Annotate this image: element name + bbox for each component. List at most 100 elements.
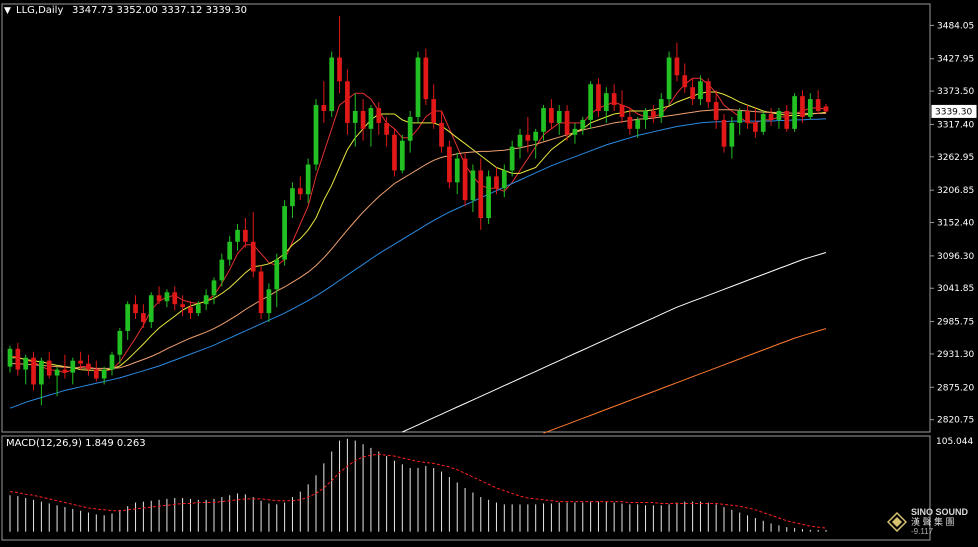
macd-signal-line	[9, 453, 827, 529]
candle	[619, 90, 625, 123]
ma-line-3	[10, 109, 826, 369]
candle	[93, 360, 99, 382]
candle	[399, 134, 405, 174]
candle	[141, 304, 146, 328]
candle	[572, 122, 578, 144]
candle	[447, 140, 452, 189]
price-tick-label: 3317.40	[937, 120, 974, 130]
candle	[439, 111, 444, 153]
candle	[525, 116, 531, 153]
candle	[156, 286, 162, 305]
candle	[109, 351, 115, 376]
last-price-label: 3339.30	[935, 107, 972, 117]
candle	[705, 78, 711, 109]
candle	[603, 87, 609, 123]
candle	[533, 128, 539, 159]
candle	[588, 81, 593, 129]
candle	[776, 108, 782, 129]
candle	[243, 218, 248, 248]
candle	[517, 128, 523, 159]
candle	[753, 108, 758, 138]
candle	[219, 253, 225, 287]
candle	[415, 51, 421, 123]
price-tick-label: 3152.40	[937, 219, 974, 229]
candle	[658, 93, 664, 123]
candle	[431, 84, 437, 129]
candle	[556, 105, 562, 135]
candle	[627, 108, 633, 135]
price-tick-label: 2985.75	[937, 318, 974, 328]
candle	[258, 265, 264, 320]
candle	[101, 366, 107, 385]
candle	[596, 78, 601, 117]
candle	[46, 351, 52, 379]
candle	[580, 116, 586, 135]
candle	[117, 327, 123, 364]
candle	[541, 105, 546, 141]
ma-line-1	[9, 77, 827, 374]
macd-label: MACD(12,26,9) 1.849 0.263	[6, 438, 146, 449]
candle	[737, 108, 743, 135]
candle	[297, 176, 303, 201]
logo-text-cn: 漢 聲 集 團	[910, 517, 955, 527]
price-tick-label: 3427.95	[937, 55, 974, 65]
candle	[807, 93, 813, 120]
candle	[690, 78, 695, 106]
candle	[698, 75, 703, 106]
candle	[227, 235, 233, 266]
candle	[313, 99, 319, 171]
candle	[86, 354, 91, 376]
candle	[564, 105, 570, 141]
candle	[329, 51, 335, 117]
candle	[635, 116, 641, 138]
candle	[250, 212, 256, 278]
price-tick-label: 2931.30	[937, 350, 974, 360]
candle	[384, 116, 389, 147]
candle	[368, 105, 374, 147]
last-price-tag: 3339.30	[931, 104, 977, 118]
moving-averages	[9, 77, 827, 434]
candle	[148, 292, 154, 328]
candle	[211, 277, 217, 305]
candle	[462, 152, 468, 207]
candle	[274, 253, 280, 308]
candle	[266, 283, 272, 323]
triangle-down-icon[interactable]: ▼	[4, 6, 11, 16]
candle	[305, 158, 311, 204]
candle	[352, 93, 358, 147]
candle	[454, 152, 460, 195]
price-tick-label: 3041.85	[937, 284, 974, 294]
candle	[494, 167, 499, 195]
candle	[133, 295, 138, 320]
candle	[745, 105, 750, 129]
candle	[78, 351, 83, 370]
candle	[713, 90, 719, 129]
candle	[54, 366, 60, 397]
candle	[478, 158, 484, 230]
candle	[321, 81, 327, 123]
ma-line-4	[9, 118, 827, 409]
candle	[501, 164, 507, 198]
candle	[800, 90, 805, 123]
candle	[729, 116, 735, 159]
candle	[423, 48, 429, 106]
candle	[784, 105, 790, 132]
candle	[172, 286, 178, 311]
candle	[509, 140, 515, 177]
candle	[721, 113, 727, 153]
ma-line-6	[543, 328, 827, 434]
candle	[31, 351, 36, 391]
candle	[470, 164, 476, 213]
price-tick-label: 3373.50	[937, 87, 974, 97]
candle	[235, 223, 240, 251]
candle	[823, 103, 829, 113]
candle	[549, 99, 554, 129]
sino-sound-logo: SINO SOUND 漢 聲 集 團 -9.117	[886, 507, 968, 537]
price-tick-label: 2820.75	[937, 416, 974, 426]
candle	[486, 170, 491, 224]
chart-frame	[1, 3, 931, 541]
ma-line-5	[402, 252, 827, 433]
candle	[7, 345, 13, 373]
